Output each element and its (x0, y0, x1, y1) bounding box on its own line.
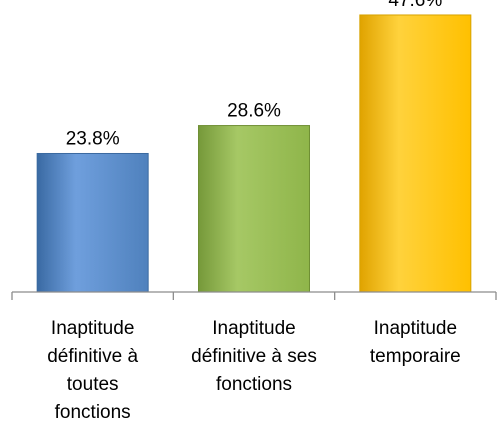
category-label: Inaptitude définitive à ses fonctions (191, 318, 317, 395)
bars-layer (36, 14, 472, 293)
category-label-line: Inaptitude (51, 318, 134, 339)
x-axis (11, 291, 497, 300)
data-label: 47.6% (388, 0, 442, 11)
data-label: 28.6% (227, 101, 281, 122)
data-label: 23.8% (66, 128, 120, 149)
bar-1 (36, 152, 149, 293)
category-label-line: temporaire (370, 346, 461, 367)
labels-layer: 23.8% Inaptitude définitive à toutes fonctio… (47, 0, 461, 423)
category-label-line: fonctions (55, 402, 131, 423)
category-label: Inaptitude définitive à toutes fonctions (47, 318, 138, 423)
category-label-line: toutes (67, 374, 119, 395)
category-label-line: Inaptitude (212, 318, 295, 339)
category-label: Inaptitude temporaire (370, 318, 461, 367)
category-label-line: définitive à ses (191, 346, 317, 367)
category-label-line: fonctions (216, 374, 292, 395)
category-label-line: Inaptitude (374, 318, 457, 339)
bar-2 (198, 125, 310, 293)
category-label-line: définitive à (47, 346, 138, 367)
bar-3 (359, 14, 472, 293)
